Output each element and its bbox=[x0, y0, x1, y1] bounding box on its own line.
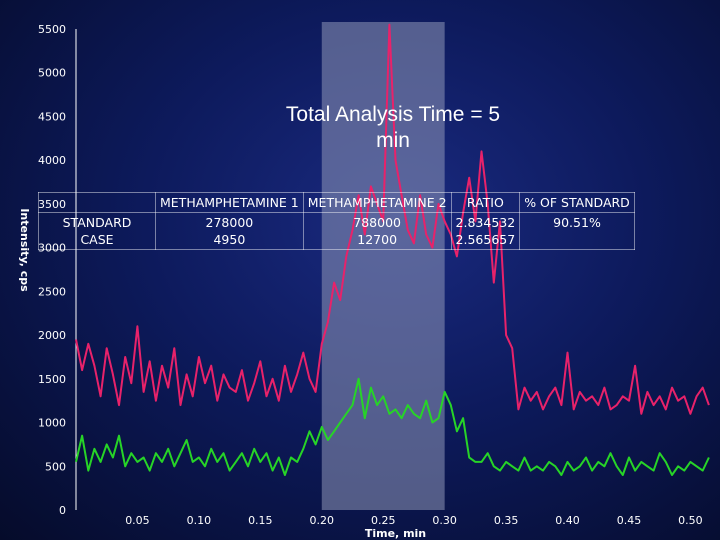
y-axis-title: Intensity, cps bbox=[18, 208, 31, 292]
y-tick-label: 0 bbox=[59, 504, 66, 517]
x-tick-label: 0.50 bbox=[678, 514, 703, 527]
row-label-standard: STANDARD bbox=[62, 215, 132, 230]
table-header-meth1: METHAMPHETAMINE 1 bbox=[155, 192, 304, 213]
table-header-percent: % OF STANDARD bbox=[519, 192, 635, 213]
x-tick-labels: 0.05 0.10 0.15 0.20 0.25 0.30 0.35 0.40 0.45 0.50 bbox=[125, 514, 702, 527]
table-header-ratio: RATIO bbox=[450, 192, 521, 213]
table-header-cell bbox=[38, 192, 156, 213]
x-tick-label: 0.45 bbox=[617, 514, 642, 527]
x-tick-label: 0.40 bbox=[555, 514, 580, 527]
meth2-cell: 788000 12700 bbox=[302, 212, 452, 250]
series-line-green bbox=[75, 377, 710, 476]
y-tick-label: 500 bbox=[45, 460, 66, 473]
annotation-line-2: min bbox=[376, 129, 410, 152]
x-tick-label: 0.05 bbox=[125, 514, 150, 527]
y-tick-label: 5500 bbox=[38, 23, 66, 36]
x-tick-label: 0.10 bbox=[187, 514, 212, 527]
meth2-standard-value: 788000 bbox=[353, 215, 401, 230]
row-label-cell: STANDARD CASE bbox=[38, 212, 156, 250]
table-header-meth2: METHAMPHETAMINE 2 bbox=[302, 192, 452, 213]
annotation-line-1: Total Analysis Time = 5 bbox=[285, 103, 501, 126]
x-tick-label: 0.15 bbox=[248, 514, 273, 527]
y-tick-labels: 0500100015002000250030003500400045005000… bbox=[38, 23, 66, 517]
meth1-standard-value: 278000 bbox=[205, 215, 254, 230]
x-tick-label: 0.30 bbox=[432, 514, 457, 527]
x-tick-label: 0.35 bbox=[494, 514, 519, 527]
meth2-case-value: 12700 bbox=[357, 232, 398, 247]
y-tick-label: 4500 bbox=[38, 110, 66, 123]
analysis-time-annotation: Total Analysis Time = 5 min bbox=[238, 102, 548, 154]
y-tick-label: 2500 bbox=[38, 285, 66, 298]
row-label-case: CASE bbox=[80, 232, 114, 247]
meth1-cell: 278000 4950 bbox=[155, 212, 304, 250]
highlight-band bbox=[321, 22, 445, 510]
meth1-case-value: 4950 bbox=[213, 232, 246, 247]
ratio-standard-value: 2.834532 bbox=[455, 215, 516, 230]
x-tick-label: 0.20 bbox=[310, 514, 335, 527]
percent-case-value: 90.51% bbox=[553, 215, 601, 230]
x-axis-title: Time, min bbox=[365, 527, 426, 540]
y-tick-label: 5000 bbox=[38, 67, 66, 80]
y-tick-label: 1500 bbox=[38, 373, 66, 386]
y-tick-label: 1000 bbox=[38, 417, 66, 430]
series-line-pink bbox=[75, 23, 710, 415]
results-table: METHAMPHETAMINE 1 METHAMPHETAMINE 2 RATI… bbox=[38, 192, 635, 250]
ratio-cell: 2.834532 2.565657 bbox=[450, 212, 521, 250]
y-tick-label: 2000 bbox=[38, 329, 66, 342]
table-row: STANDARD CASE 278000 4950 788000 12700 2… bbox=[38, 212, 635, 250]
ratio-case-value: 2.565657 bbox=[455, 232, 516, 247]
percent-cell: 90.51% bbox=[519, 212, 635, 250]
series-group bbox=[75, 23, 710, 476]
y-tick-label: 4000 bbox=[38, 154, 66, 167]
x-tick-label: 0.25 bbox=[371, 514, 396, 527]
table-header-row: METHAMPHETAMINE 1 METHAMPHETAMINE 2 RATI… bbox=[38, 192, 635, 213]
